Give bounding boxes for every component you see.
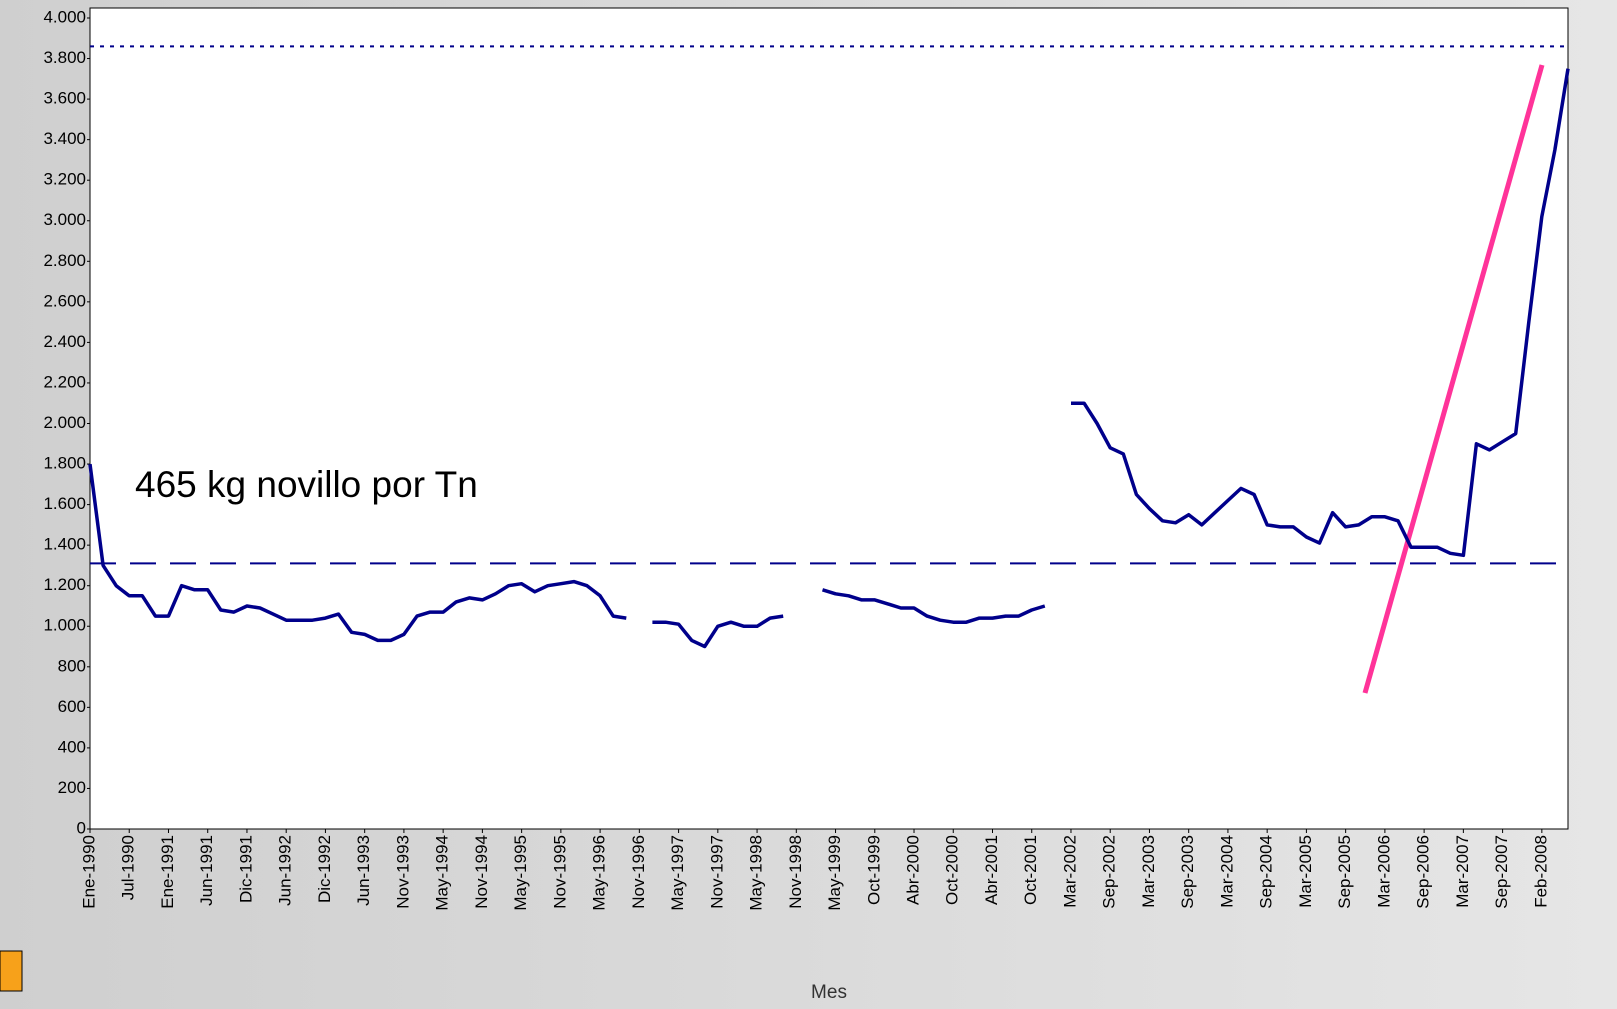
y-tick-label: 3.000 [43,210,86,229]
x-tick-label: Oct-2001 [1021,835,1040,905]
trend-annotation [1362,64,1545,694]
x-tick-label: Abr-2001 [982,835,1001,905]
data-line [88,68,1570,649]
y-tick-label: 3.600 [43,89,86,108]
y-tick-label: 4.000 [43,7,86,26]
y-tick-label: 1.800 [43,454,86,473]
x-tick-label: May-1995 [511,835,530,911]
y-tick-label: 1.600 [43,494,86,513]
y-tick-label: 3.200 [43,170,86,189]
y-tick-label: 1.200 [43,575,86,594]
x-tick-label: Sep-2002 [1100,835,1119,909]
y-tick-label: 400 [58,737,86,756]
y-tick-label: 2.400 [43,332,86,351]
x-tick-label: Mar-2006 [1374,835,1393,908]
y-tick-label: 600 [58,697,86,716]
y-tick-label: 200 [58,778,86,797]
x-tick-label: Ene-1991 [158,835,177,909]
x-tick-label: Sep-2006 [1414,835,1433,909]
y-tick-label: 3.400 [43,129,86,148]
x-tick-label: Jun-1993 [354,835,373,906]
x-tick-label: Mar-2007 [1453,835,1472,908]
x-tick-label: May-1999 [825,835,844,911]
x-tick-label: Jul-1990 [119,835,138,900]
x-tick-label: Dic-1991 [236,835,255,903]
x-tick-label: Nov-1994 [472,835,491,909]
x-tick-label: May-1997 [668,835,687,911]
y-tick-label: 1.400 [43,535,86,554]
x-tick-label: Feb-2008 [1531,835,1550,908]
x-tick-label: May-1998 [747,835,766,911]
y-tick-label: 2.200 [43,372,86,391]
x-tick-label: Ene-1990 [79,835,98,909]
x-tick-label: Mar-2005 [1296,835,1315,908]
x-tick-label: Oct-1999 [864,835,883,905]
x-tick-label: May-1994 [433,835,452,911]
x-tick-label: Nov-1996 [629,835,648,909]
x-tick-label: Mar-2003 [1139,835,1158,908]
x-tick-label: Sep-2003 [1178,835,1197,909]
x-tick-label: Sep-2005 [1335,835,1354,909]
orange-marker [0,950,23,992]
x-tick-label: Sep-2007 [1492,835,1511,909]
x-tick-label: Nov-1995 [550,835,569,909]
y-tick-label: 2.600 [43,291,86,310]
x-tick-label: Nov-1997 [707,835,726,909]
x-tick-label: Mar-2004 [1217,835,1236,908]
x-tick-label: Dic-1992 [315,835,334,903]
y-tick-label: 2.000 [43,413,86,432]
x-tick-label: Abr-2000 [904,835,923,905]
y-tick-label: 2.800 [43,251,86,270]
x-tick-label: May-1996 [590,835,609,911]
annotation: 465 kg novillo por Tn [135,464,478,505]
x-tick-label: Jun-1991 [197,835,216,906]
x-tick-label: Nov-1998 [786,835,805,909]
y-tick-label: 800 [58,656,86,675]
plot-area [89,7,1569,830]
x-tick-label: Nov-1993 [393,835,412,909]
x-tick-label: Oct-2000 [943,835,962,905]
y-tick-label: 0 [77,818,86,837]
x-axis-title: Mes [811,982,847,1003]
y-tick-label: 1.000 [43,616,86,635]
x-tick-label: Sep-2004 [1257,835,1276,909]
y-tick-label: 3.800 [43,48,86,67]
x-tick-label: Jun-1992 [276,835,295,906]
x-tick-label: Mar-2002 [1060,835,1079,908]
